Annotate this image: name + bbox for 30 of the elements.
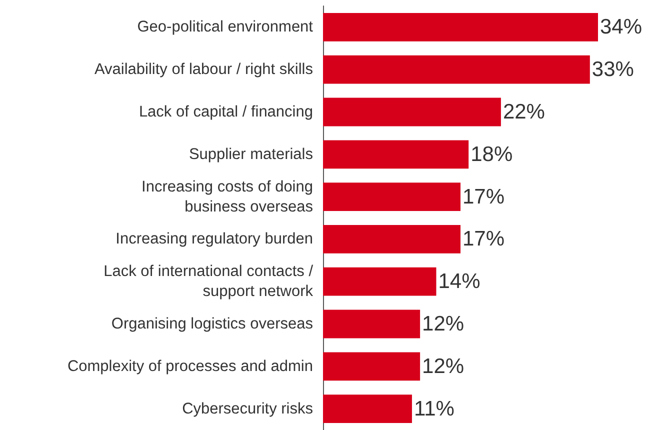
data-label: 18% <box>470 142 513 166</box>
y-tick-label: Supplier materials <box>188 146 314 163</box>
data-label: 17% <box>462 185 505 208</box>
y-tick-label: Cybersecurity risks <box>182 400 314 418</box>
bar <box>323 98 501 126</box>
data-label: 22% <box>502 100 545 124</box>
y-tick-label: Geo-political environment <box>137 18 314 36</box>
bar <box>323 310 420 338</box>
bar <box>323 182 460 212</box>
bar <box>323 224 460 254</box>
data-label: 12% <box>422 312 464 336</box>
data-label: 14% <box>438 270 480 294</box>
y-tick-label: Availability of labour / right skills <box>94 61 314 78</box>
y-tick-label: Complexity of processes and admin <box>67 358 313 375</box>
y-tick-label: Lack of international contacts / support network <box>104 263 314 300</box>
data-label: 12% <box>422 354 464 378</box>
y-tick-label: Lack of capital / financing <box>138 104 313 120</box>
data-label: 33% <box>592 58 634 82</box>
data-label: 11% <box>414 397 454 420</box>
bar <box>323 140 469 169</box>
bar <box>323 267 436 296</box>
y-tick-label: Organising logistics overseas <box>111 316 314 332</box>
bar <box>323 55 590 84</box>
bar <box>323 352 420 381</box>
bar <box>323 394 412 424</box>
y-tick-label: Increasing regulatory burden <box>116 230 313 248</box>
data-label: 17% <box>462 228 505 251</box>
data-label: 34% <box>600 16 642 39</box>
bar <box>323 12 598 42</box>
y-tick-label: Increasing costs of doing business overseas <box>142 178 314 216</box>
